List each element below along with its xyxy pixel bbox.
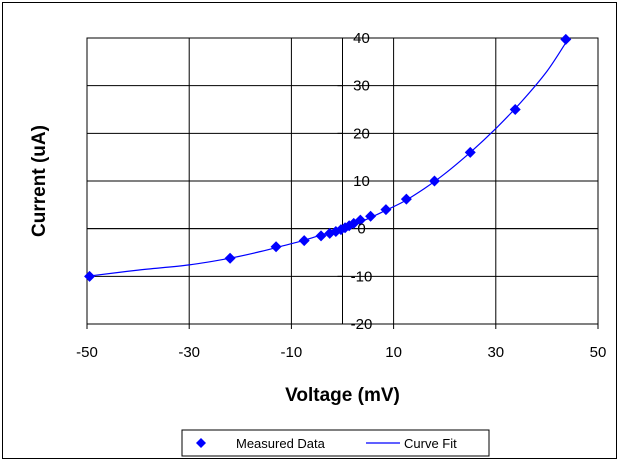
y-tick-label: 20 [353, 125, 370, 142]
axes-layer [86, 37, 599, 329]
y-tick-label: 30 [353, 78, 370, 95]
measured-data-point [400, 193, 412, 205]
legend-label-measured-data: Measured Data [236, 436, 326, 451]
legend-label-curve-fit: Curve Fit [404, 436, 457, 451]
measured-data-point [365, 210, 377, 222]
x-tick-label: -30 [178, 344, 200, 361]
measured-data-point [315, 230, 327, 242]
y-tick-label: 10 [353, 173, 370, 190]
measured-data-point [380, 204, 392, 216]
x-tick-label: 10 [385, 344, 402, 361]
legend-marker-measured-data [196, 438, 206, 448]
measured-data-point [428, 175, 440, 187]
x-tick-label: -10 [281, 344, 303, 361]
x-tick-label: -50 [76, 344, 98, 361]
chart-frame [2, 2, 617, 459]
legend: Measured Data Curve Fit [181, 429, 490, 457]
measured-data-point [298, 235, 310, 247]
legend-box [181, 429, 490, 457]
measured-data-point [509, 104, 521, 115]
y-tick-label: 40 [353, 30, 370, 47]
x-axis-title: Voltage (mV) [285, 385, 400, 406]
measured-data-point [84, 270, 96, 282]
tick-label-layer: -20 -10 0 10 20 30 40 -50 -30 -10 10 30 50 [76, 30, 606, 361]
measured-data-point [560, 33, 572, 45]
x-tick-label: 30 [487, 344, 504, 361]
measured-data-point [270, 241, 282, 253]
y-tick-label: -20 [351, 316, 373, 333]
x-tick-label: 50 [590, 344, 607, 361]
curve-fit-line [86, 40, 568, 277]
y-axis-title: Current (uA) [29, 125, 50, 237]
series-layer [84, 33, 572, 282]
measured-data-point [224, 252, 236, 264]
y-tick-label: 0 [357, 221, 365, 238]
y-tick-label: -10 [351, 268, 373, 285]
measured-data-point [464, 146, 476, 158]
measured-data-point [354, 214, 366, 226]
